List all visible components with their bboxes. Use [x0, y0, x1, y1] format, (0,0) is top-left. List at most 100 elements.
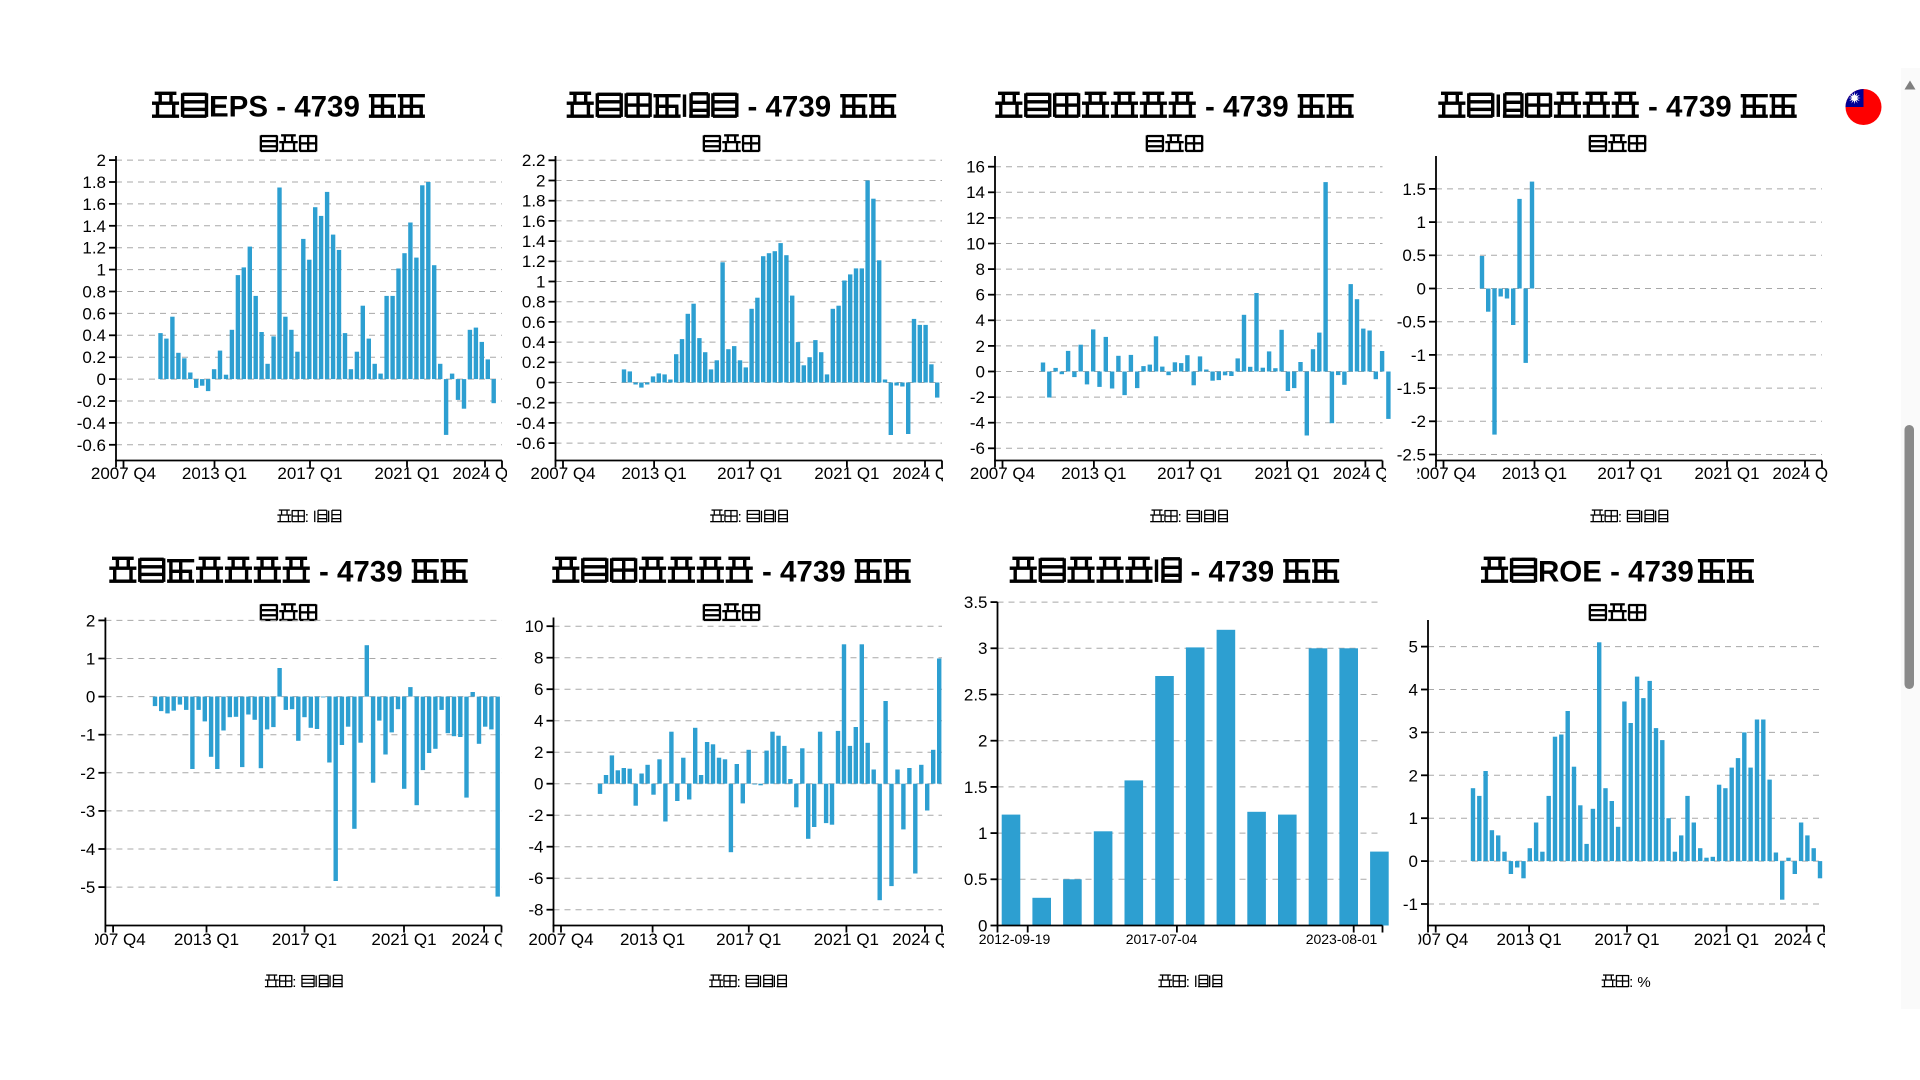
svg-text:2: 2: [1409, 766, 1418, 785]
svg-text:1: 1: [536, 272, 545, 291]
svg-text:2024 Q2: 2024 Q2: [451, 930, 516, 949]
svg-text:1: 1: [1417, 213, 1426, 232]
svg-text:-5: -5: [80, 878, 95, 897]
svg-text:-2: -2: [528, 806, 543, 825]
svg-text:2017 Q1: 2017 Q1: [272, 930, 337, 949]
svg-text:-1: -1: [1411, 346, 1426, 365]
svg-text:16: 16: [966, 158, 985, 177]
svg-text:1.5: 1.5: [964, 778, 988, 797]
svg-text:0.2: 0.2: [82, 348, 106, 367]
svg-text:2017 Q1: 2017 Q1: [717, 464, 782, 483]
svg-text:2021 Q1: 2021 Q1: [1694, 930, 1759, 949]
svg-text:- 4739: - 4739: [1197, 90, 1297, 123]
svg-text:2013 Q1: 2013 Q1: [621, 464, 686, 483]
svg-text:1.8: 1.8: [82, 173, 106, 192]
svg-text:2007 Q4: 2007 Q4: [530, 464, 595, 483]
svg-text:-1: -1: [1403, 895, 1418, 914]
svg-text:2012-09-19: 2012-09-19: [979, 931, 1051, 947]
svg-text:-6: -6: [970, 439, 985, 458]
svg-text:4: 4: [1409, 681, 1418, 700]
svg-text:2: 2: [534, 743, 543, 762]
svg-text:-8: -8: [528, 901, 543, 920]
svg-text:-2.5: -2.5: [1397, 445, 1426, 464]
svg-text:10: 10: [966, 234, 985, 253]
svg-text:-1.5: -1.5: [1397, 379, 1426, 398]
svg-text:0.5: 0.5: [964, 870, 988, 889]
svg-text:ROE - 4739: ROE - 4739: [1538, 555, 1702, 588]
svg-text:2021 Q1: 2021 Q1: [1254, 464, 1319, 483]
svg-text:2013 Q1: 2013 Q1: [620, 930, 685, 949]
svg-text:0.4: 0.4: [522, 333, 546, 352]
svg-text:10: 10: [525, 617, 544, 636]
svg-text:1: 1: [86, 650, 95, 669]
svg-text:2: 2: [97, 151, 106, 170]
svg-text::: :: [292, 974, 300, 991]
svg-text:-0.6: -0.6: [516, 434, 545, 453]
svg-text:1.2: 1.2: [82, 239, 106, 258]
svg-text:1.4: 1.4: [82, 217, 106, 236]
svg-text:1.4: 1.4: [522, 232, 546, 251]
svg-text:0.5: 0.5: [1402, 246, 1426, 265]
svg-text:2007 Q4: 2007 Q4: [528, 930, 593, 949]
svg-text:: %: : %: [1629, 974, 1651, 991]
svg-text::: :: [737, 974, 745, 991]
svg-text:2024 Q2: 2024 Q2: [1333, 464, 1398, 483]
svg-text:-3: -3: [80, 802, 95, 821]
svg-text:2: 2: [976, 337, 985, 356]
svg-text:1: 1: [1409, 809, 1418, 828]
svg-text:2024 Q2: 2024 Q2: [892, 930, 957, 949]
svg-text:2024 Q2: 2024 Q2: [1774, 930, 1839, 949]
svg-text:2: 2: [536, 171, 545, 190]
svg-text::: :: [1186, 974, 1194, 991]
svg-text:1: 1: [97, 261, 106, 280]
svg-text:2017 Q1: 2017 Q1: [1594, 930, 1659, 949]
svg-text:- 4739: - 4739: [311, 555, 411, 588]
svg-text:2021 Q1: 2021 Q1: [371, 930, 436, 949]
svg-text:0.2: 0.2: [522, 353, 546, 372]
svg-text:8: 8: [976, 260, 985, 279]
svg-text:2017 Q1: 2017 Q1: [1597, 464, 1662, 483]
svg-text:6: 6: [534, 680, 543, 699]
svg-text:2013 Q1: 2013 Q1: [1061, 464, 1126, 483]
svg-text:-4: -4: [528, 838, 543, 857]
svg-text:2007 Q4: 2007 Q4: [970, 464, 1035, 483]
svg-text:-0.2: -0.2: [77, 392, 106, 411]
svg-text:12: 12: [966, 209, 985, 228]
svg-text:2007 Q4: 2007 Q4: [80, 930, 145, 949]
svg-text::: :: [738, 509, 746, 526]
svg-text:4: 4: [534, 712, 543, 731]
svg-text:0.8: 0.8: [522, 293, 546, 312]
svg-text:- 4739: - 4739: [1182, 555, 1282, 588]
svg-text:2007 Q4: 2007 Q4: [1411, 464, 1476, 483]
svg-text:2007 Q4: 2007 Q4: [91, 464, 156, 483]
svg-text:1.6: 1.6: [522, 212, 546, 231]
svg-text:0: 0: [1417, 279, 1426, 298]
svg-text:-0.5: -0.5: [1397, 313, 1426, 332]
svg-text:- 4739: - 4739: [1640, 90, 1740, 123]
svg-text:-2: -2: [1411, 412, 1426, 431]
svg-text:-0.4: -0.4: [516, 414, 545, 433]
svg-text:0: 0: [976, 362, 985, 381]
svg-text::: :: [1618, 509, 1626, 526]
svg-text:-4: -4: [970, 414, 985, 433]
svg-text:1.2: 1.2: [522, 252, 546, 271]
svg-text:-0.6: -0.6: [77, 436, 106, 455]
svg-text:-0.4: -0.4: [77, 414, 106, 433]
svg-text:-0.2: -0.2: [516, 394, 545, 413]
svg-text:2013 Q1: 2013 Q1: [174, 930, 239, 949]
svg-text:2017 Q1: 2017 Q1: [716, 930, 781, 949]
svg-text:0.4: 0.4: [82, 326, 106, 345]
svg-text:2017 Q1: 2017 Q1: [1157, 464, 1222, 483]
svg-text:2023-08-01: 2023-08-01: [1306, 931, 1378, 947]
svg-text:2: 2: [978, 732, 987, 751]
svg-text:-6: -6: [528, 869, 543, 888]
svg-text:2: 2: [86, 611, 95, 630]
svg-text::: :: [305, 509, 313, 526]
svg-text:3: 3: [1409, 723, 1418, 742]
svg-text:1.5: 1.5: [1402, 180, 1426, 199]
svg-text:6: 6: [976, 286, 985, 305]
svg-text:-1: -1: [80, 726, 95, 745]
svg-text:2.2: 2.2: [522, 151, 546, 170]
svg-text:0.6: 0.6: [82, 304, 106, 323]
svg-text:2007 Q4: 2007 Q4: [1403, 930, 1468, 949]
